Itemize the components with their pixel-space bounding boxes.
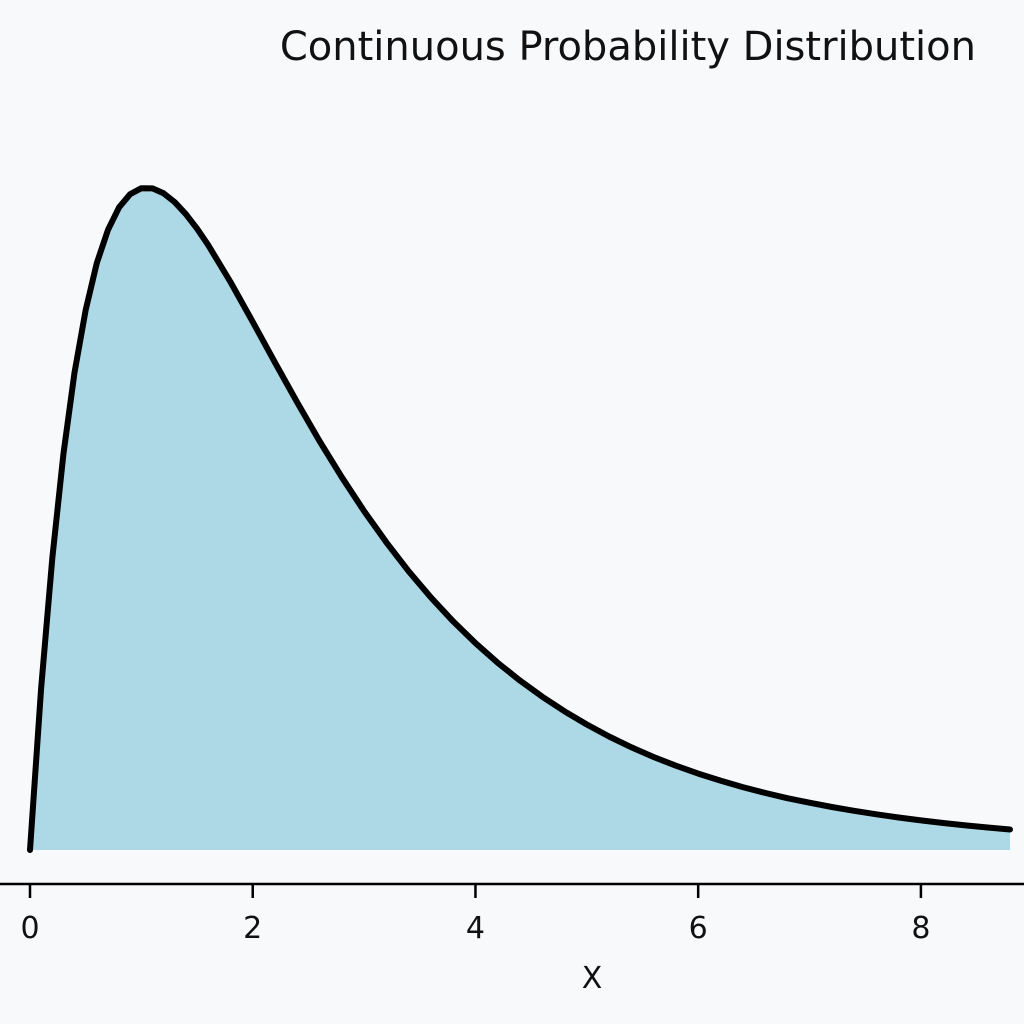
x-tick-label: 8 bbox=[911, 911, 930, 946]
x-tick-label: 0 bbox=[20, 911, 39, 946]
x-tick-label: 6 bbox=[689, 911, 708, 946]
x-axis-ticks: 0 2 4 6 8 bbox=[20, 884, 930, 946]
distribution-curve bbox=[27, 185, 1013, 853]
plot-area bbox=[27, 185, 1013, 853]
x-tick-label: 4 bbox=[466, 911, 485, 946]
distribution-area-fill bbox=[30, 188, 1010, 850]
x-axis-label: X bbox=[582, 961, 603, 996]
chart-title: Continuous Probability Distribution bbox=[280, 24, 976, 70]
x-tick-label: 2 bbox=[243, 911, 262, 946]
